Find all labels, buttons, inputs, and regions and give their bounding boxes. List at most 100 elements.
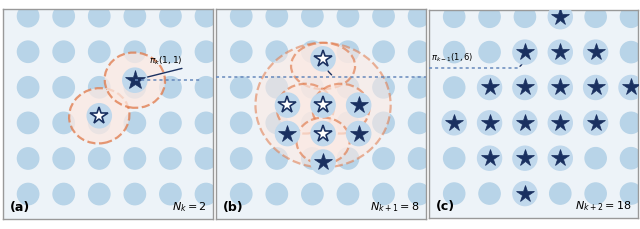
Circle shape (550, 183, 571, 204)
Circle shape (479, 7, 500, 28)
Text: $N_{k+2} = 18$: $N_{k+2} = 18$ (575, 198, 632, 212)
Circle shape (17, 184, 39, 205)
Circle shape (408, 77, 430, 98)
Circle shape (337, 77, 358, 98)
Circle shape (266, 113, 287, 134)
Circle shape (513, 182, 537, 206)
Circle shape (620, 148, 640, 169)
Circle shape (160, 77, 181, 98)
Circle shape (585, 7, 606, 28)
Circle shape (584, 41, 607, 65)
Circle shape (548, 111, 572, 135)
Circle shape (620, 183, 640, 204)
Text: $N_k = 2$: $N_k = 2$ (172, 199, 207, 213)
Circle shape (124, 184, 145, 205)
Circle shape (195, 6, 217, 28)
Circle shape (230, 113, 252, 134)
Circle shape (266, 148, 287, 169)
Circle shape (160, 148, 181, 169)
Circle shape (160, 42, 181, 63)
Circle shape (88, 148, 110, 169)
Circle shape (373, 6, 394, 28)
Circle shape (301, 148, 323, 169)
Circle shape (337, 184, 358, 205)
Circle shape (230, 42, 252, 63)
Circle shape (53, 42, 74, 63)
Circle shape (408, 6, 430, 28)
Circle shape (17, 77, 39, 98)
Circle shape (444, 7, 465, 28)
Circle shape (88, 6, 110, 28)
Circle shape (275, 122, 300, 146)
Circle shape (230, 6, 252, 28)
Ellipse shape (277, 85, 333, 134)
Circle shape (195, 42, 217, 63)
Circle shape (124, 113, 145, 134)
Circle shape (88, 42, 110, 63)
Text: (c): (c) (436, 199, 455, 212)
Circle shape (124, 148, 145, 169)
Circle shape (123, 69, 147, 93)
Circle shape (230, 184, 252, 205)
Circle shape (442, 111, 466, 135)
Circle shape (477, 147, 502, 170)
Circle shape (513, 147, 537, 170)
Circle shape (584, 76, 607, 100)
Circle shape (275, 94, 300, 118)
Circle shape (266, 184, 287, 205)
Circle shape (513, 111, 537, 135)
Circle shape (619, 76, 640, 100)
Circle shape (548, 6, 572, 30)
Circle shape (408, 148, 430, 169)
Circle shape (195, 184, 217, 205)
Circle shape (408, 184, 430, 205)
Text: $\pi_k(1,1)$: $\pi_k(1,1)$ (149, 54, 183, 67)
Circle shape (195, 77, 217, 98)
Circle shape (53, 148, 74, 169)
Circle shape (479, 183, 500, 204)
Circle shape (266, 6, 287, 28)
Circle shape (230, 148, 252, 169)
Circle shape (195, 148, 217, 169)
Circle shape (585, 183, 606, 204)
Ellipse shape (312, 85, 369, 134)
Circle shape (53, 6, 74, 28)
Circle shape (88, 184, 110, 205)
Ellipse shape (105, 53, 165, 108)
Circle shape (301, 42, 323, 63)
Circle shape (444, 148, 465, 169)
Circle shape (548, 147, 572, 170)
Text: (b): (b) (223, 200, 243, 213)
Circle shape (346, 94, 371, 118)
Circle shape (513, 76, 537, 100)
Circle shape (548, 76, 572, 100)
Circle shape (444, 78, 465, 99)
Circle shape (477, 76, 502, 100)
Ellipse shape (296, 118, 349, 164)
Ellipse shape (291, 44, 355, 90)
Circle shape (301, 113, 323, 134)
Circle shape (346, 122, 371, 146)
Circle shape (230, 77, 252, 98)
Circle shape (17, 113, 39, 134)
Circle shape (373, 148, 394, 169)
Circle shape (266, 42, 287, 63)
Circle shape (620, 7, 640, 28)
Circle shape (311, 48, 335, 72)
Circle shape (337, 113, 358, 134)
Circle shape (373, 42, 394, 63)
Circle shape (160, 113, 181, 134)
Circle shape (311, 94, 335, 118)
Circle shape (444, 42, 465, 63)
Circle shape (88, 77, 110, 98)
Circle shape (620, 42, 640, 63)
Text: $N_{k+1} = 8$: $N_{k+1} = 8$ (371, 199, 420, 213)
Circle shape (53, 113, 74, 134)
Circle shape (87, 104, 111, 128)
Circle shape (124, 6, 145, 28)
Circle shape (266, 77, 287, 98)
Circle shape (53, 77, 74, 98)
Circle shape (17, 148, 39, 169)
Circle shape (620, 113, 640, 134)
Circle shape (585, 148, 606, 169)
